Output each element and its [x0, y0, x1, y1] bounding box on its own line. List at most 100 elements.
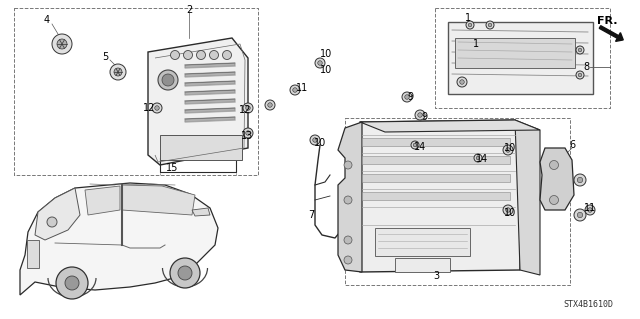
- Polygon shape: [185, 99, 235, 104]
- Text: 10: 10: [504, 208, 516, 218]
- Circle shape: [184, 50, 193, 60]
- Circle shape: [290, 85, 300, 95]
- Polygon shape: [20, 183, 218, 295]
- Circle shape: [577, 212, 582, 218]
- Circle shape: [476, 156, 480, 160]
- Text: 3: 3: [433, 271, 439, 281]
- Circle shape: [506, 148, 510, 152]
- Circle shape: [468, 23, 472, 27]
- Text: 12: 12: [143, 103, 155, 113]
- Circle shape: [411, 141, 419, 149]
- Text: 10: 10: [320, 65, 332, 75]
- Text: 15: 15: [166, 163, 178, 173]
- Circle shape: [315, 58, 325, 68]
- Circle shape: [402, 92, 412, 102]
- Circle shape: [65, 276, 79, 290]
- Polygon shape: [122, 185, 195, 215]
- Polygon shape: [185, 72, 235, 77]
- Polygon shape: [192, 208, 210, 216]
- Polygon shape: [360, 120, 540, 132]
- Text: STX4B1610D: STX4B1610D: [563, 300, 613, 309]
- Circle shape: [170, 50, 179, 60]
- Circle shape: [503, 145, 513, 155]
- Polygon shape: [540, 148, 574, 210]
- Text: 7: 7: [308, 210, 314, 220]
- Polygon shape: [515, 120, 540, 275]
- Bar: [27, 240, 39, 268]
- Circle shape: [418, 113, 422, 117]
- Circle shape: [162, 74, 174, 86]
- Circle shape: [574, 174, 586, 186]
- Bar: [448, 22, 593, 94]
- Circle shape: [47, 217, 57, 227]
- Text: 1: 1: [465, 13, 471, 23]
- Text: 11: 11: [584, 203, 596, 213]
- Circle shape: [170, 258, 200, 288]
- Circle shape: [155, 106, 159, 110]
- Circle shape: [466, 21, 474, 29]
- Circle shape: [344, 256, 352, 264]
- Circle shape: [292, 88, 297, 92]
- Polygon shape: [185, 117, 235, 122]
- Circle shape: [488, 23, 492, 27]
- Circle shape: [413, 143, 417, 147]
- Polygon shape: [85, 186, 120, 215]
- Circle shape: [344, 236, 352, 244]
- Text: 1: 1: [473, 39, 479, 49]
- Circle shape: [578, 73, 582, 77]
- Circle shape: [474, 154, 482, 162]
- Text: 8: 8: [583, 62, 589, 72]
- Circle shape: [415, 110, 425, 120]
- Circle shape: [588, 208, 592, 212]
- Bar: [395, 258, 450, 272]
- Circle shape: [457, 77, 467, 87]
- Bar: [160, 135, 242, 160]
- Circle shape: [223, 50, 232, 60]
- Circle shape: [310, 135, 320, 145]
- Bar: [362, 174, 510, 182]
- Text: 11: 11: [296, 83, 308, 93]
- Polygon shape: [185, 90, 235, 95]
- Polygon shape: [355, 120, 520, 272]
- Text: 12: 12: [239, 105, 251, 115]
- Circle shape: [52, 34, 72, 54]
- Circle shape: [243, 103, 253, 113]
- Text: 4: 4: [44, 15, 50, 25]
- Circle shape: [574, 209, 586, 221]
- Circle shape: [460, 80, 464, 84]
- Polygon shape: [185, 81, 235, 86]
- FancyArrow shape: [599, 26, 623, 41]
- Text: 9: 9: [407, 92, 413, 102]
- Circle shape: [344, 161, 352, 169]
- Circle shape: [196, 50, 205, 60]
- Text: 6: 6: [569, 140, 575, 150]
- Circle shape: [404, 95, 409, 99]
- Bar: [362, 156, 510, 164]
- Circle shape: [578, 48, 582, 52]
- Bar: [362, 192, 510, 200]
- Circle shape: [56, 267, 88, 299]
- Circle shape: [503, 205, 513, 215]
- Circle shape: [585, 205, 595, 215]
- Circle shape: [110, 64, 126, 80]
- Circle shape: [576, 46, 584, 54]
- Text: 13: 13: [241, 131, 253, 141]
- Text: 10: 10: [504, 143, 516, 153]
- Text: 9: 9: [421, 112, 427, 122]
- Text: 10: 10: [314, 138, 326, 148]
- Circle shape: [243, 128, 253, 138]
- Polygon shape: [185, 108, 235, 113]
- Text: FR.: FR.: [597, 16, 618, 26]
- Circle shape: [576, 71, 584, 79]
- Text: 10: 10: [320, 49, 332, 59]
- Circle shape: [209, 50, 218, 60]
- Text: 5: 5: [102, 52, 108, 62]
- Circle shape: [577, 177, 582, 183]
- Bar: [375, 228, 470, 256]
- Circle shape: [158, 70, 178, 90]
- Polygon shape: [185, 63, 235, 68]
- Circle shape: [178, 266, 192, 280]
- Circle shape: [550, 160, 559, 169]
- Circle shape: [344, 196, 352, 204]
- Text: 14: 14: [414, 142, 426, 152]
